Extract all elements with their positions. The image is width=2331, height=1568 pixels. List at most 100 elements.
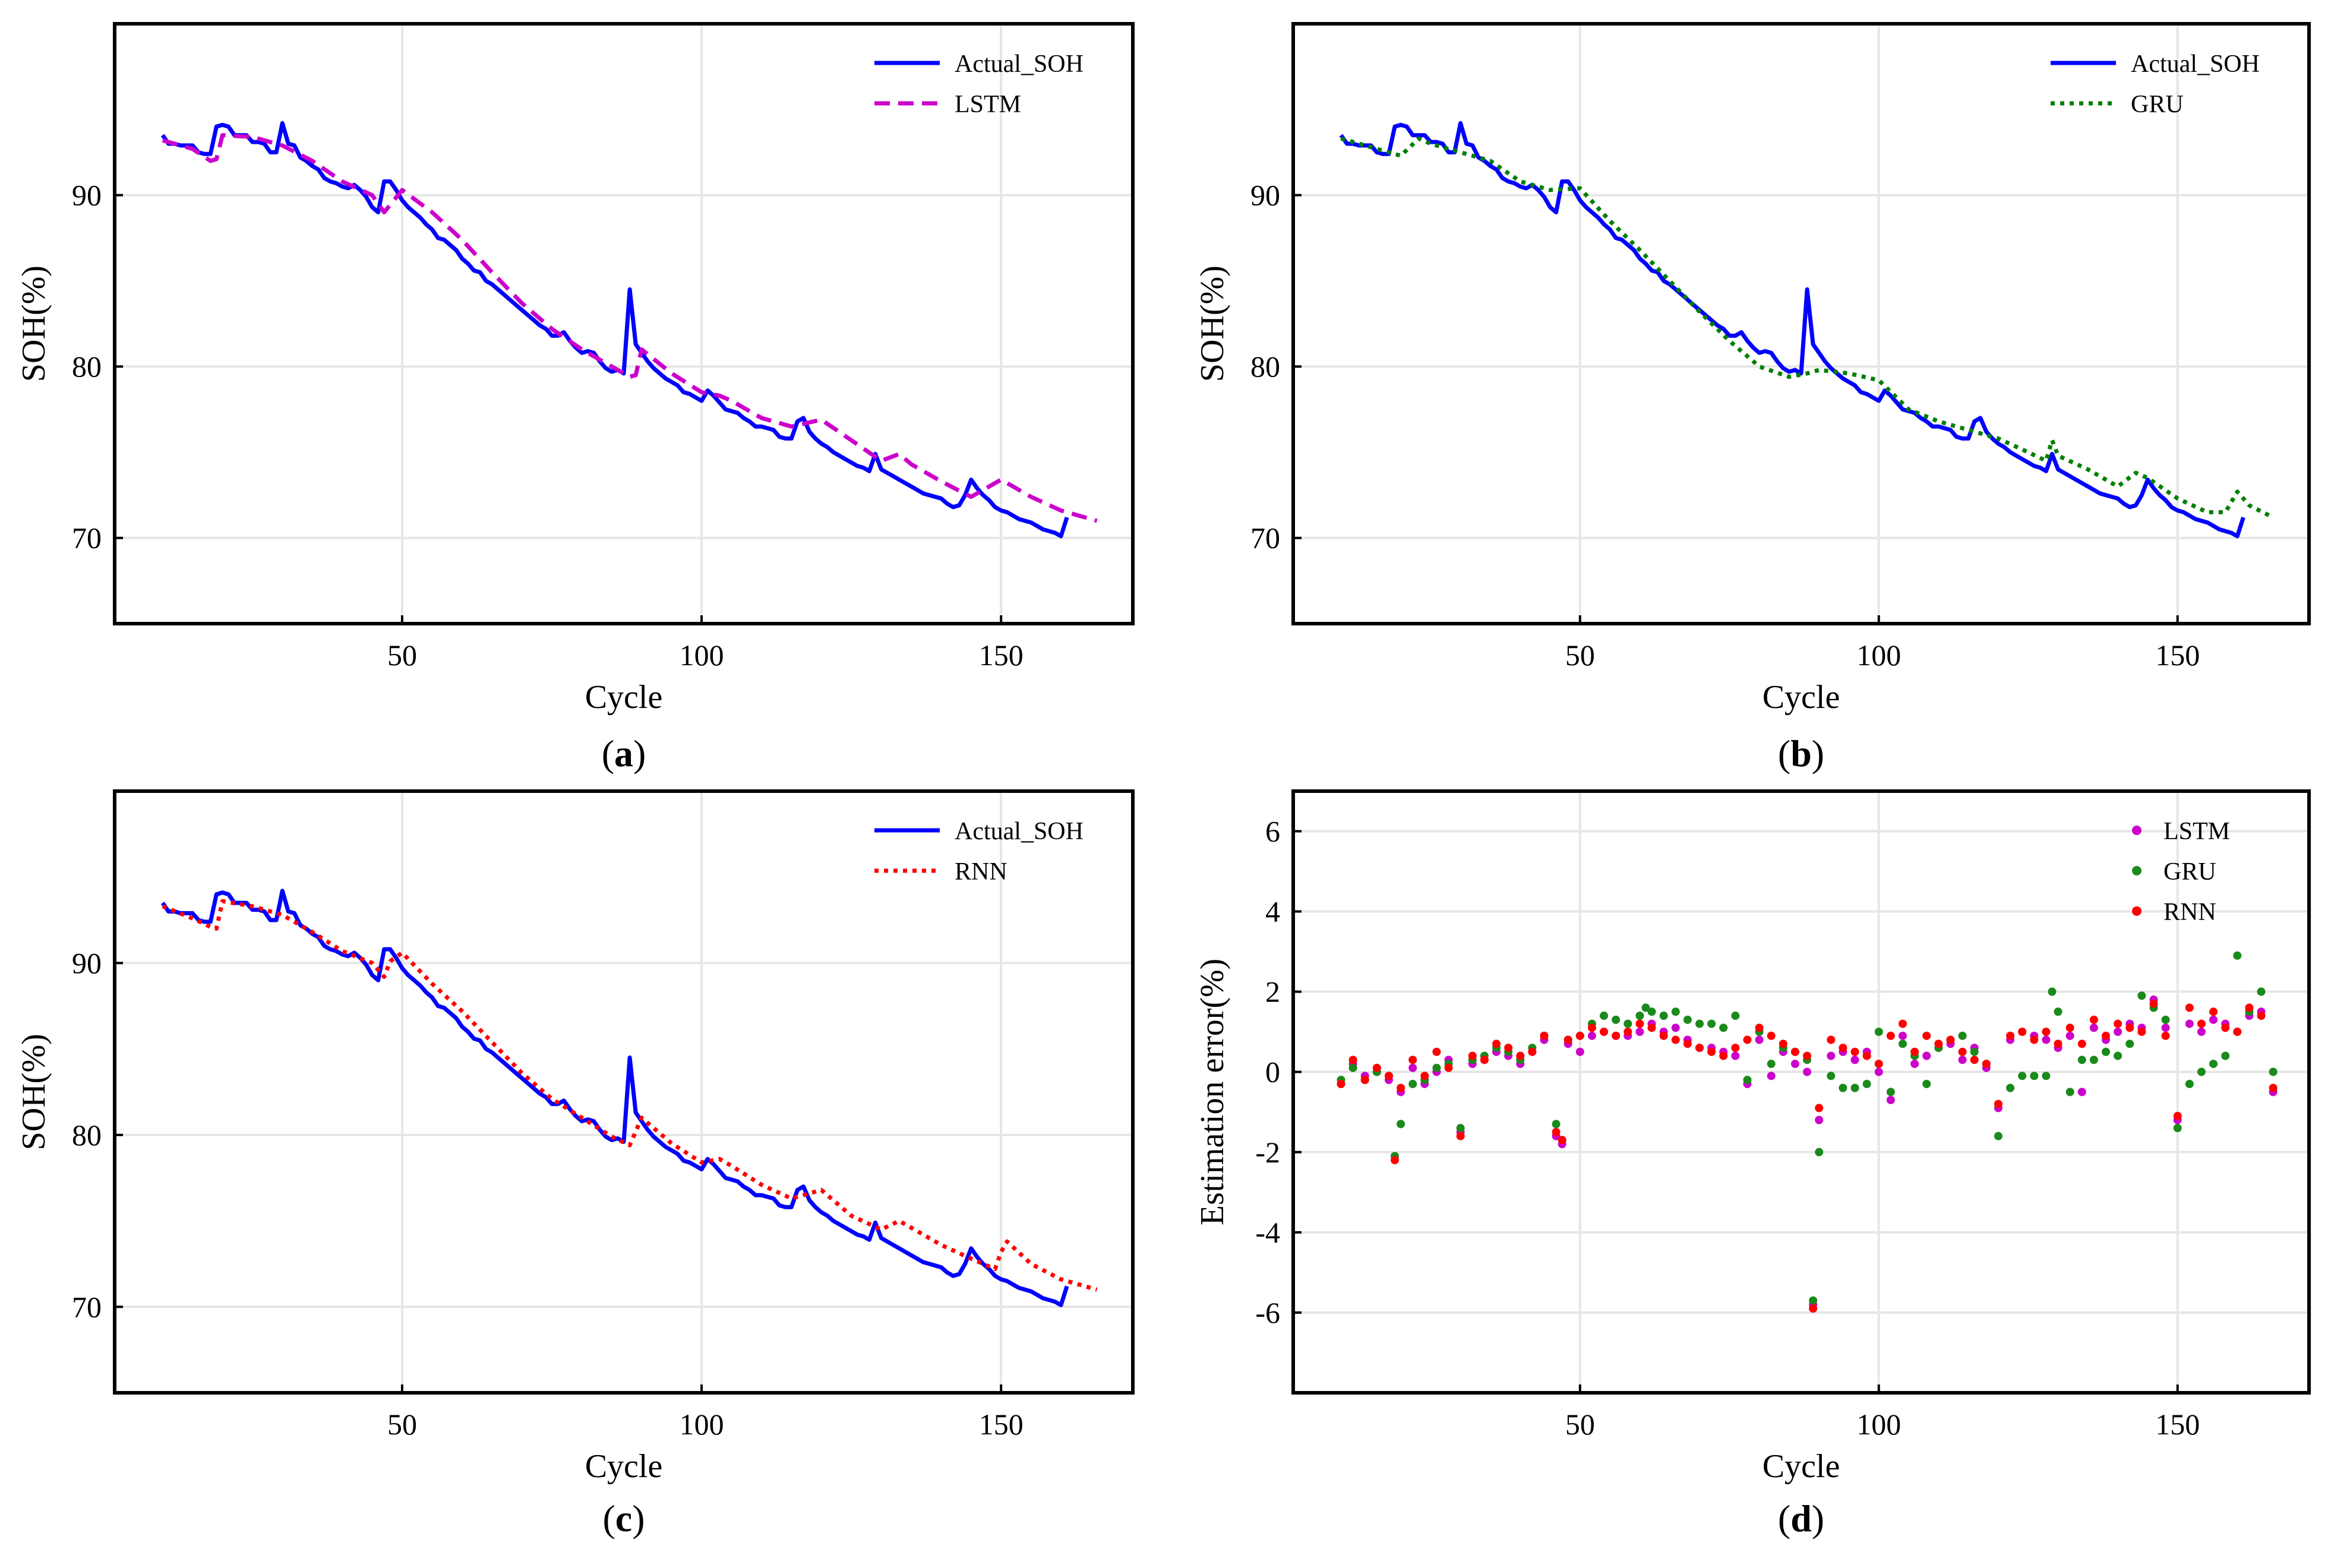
data-point-gru [1624,1019,1632,1028]
data-point-gru [2221,1051,2230,1060]
panel-label-close: ) [1812,732,1824,774]
y-tick-label: 80 [72,1118,102,1152]
y-tick-label: 4 [1265,895,1280,928]
data-point-rnn [1492,1039,1501,1048]
panel-d: 50 100 150 -6 -4 -2 0 2 4 6 Cycle Estimation error(… [1194,789,2311,1539]
x-tick-label: 150 [2155,638,2200,672]
panel-label: (c) [602,1497,645,1539]
plot-frame [113,22,1135,625]
data-point-gru [1970,1047,1979,1056]
data-point-rnn [1910,1047,1919,1056]
data-point-rnn [1624,1028,1632,1036]
data-point-rnn [1504,1044,1513,1052]
data-point-gru [2185,1079,2194,1088]
legend-label: LSTM [2163,818,2230,845]
data-point-gru [1671,1007,1680,1016]
grid [1293,24,2309,624]
data-point-lstm [1408,1063,1417,1072]
data-point-rnn [2137,1028,2146,1036]
data-point-rnn [2149,999,2158,1008]
data-point-lstm [2185,1019,2194,1028]
series-line-lstm [162,133,1098,523]
data-point-rnn [1707,1047,1716,1056]
data-point-gru [1397,1120,1405,1128]
data-point-gru [1719,1023,1728,1032]
data-point-rnn [1384,1071,1393,1080]
data-point-gru [2173,1124,2182,1133]
data-point-gru [1922,1079,1931,1088]
data-point-rnn [1516,1051,1525,1060]
plot-frame [1291,22,2311,625]
plot-area [1337,951,2278,1313]
y-tick-label: 90 [1250,179,1280,212]
data-point-gru [2018,1071,2027,1080]
legend-label: Actual_SOH [2131,50,2260,78]
data-point-rnn [2185,1003,2194,1012]
data-point-rnn [1719,1051,1728,1060]
data-point-rnn [2209,1007,2218,1016]
data-point-rnn [1779,1039,1787,1048]
data-point-gru [2257,987,2266,996]
data-point-rnn [1695,1044,1704,1052]
data-point-rnn [2006,1031,2015,1040]
legend-marker-lstm [2132,826,2142,835]
data-point-gru [2054,1007,2062,1016]
y-tick-label: -2 [1255,1136,1280,1169]
data-point-lstm [1922,1051,1931,1060]
data-point-gru [2233,951,2242,960]
data-point-gru [1408,1079,1417,1088]
data-point-gru [1839,1083,1847,1092]
panel-label-close: ) [632,1497,645,1539]
plot-area [1339,121,2275,539]
x-axis-title: Cycle [585,679,663,716]
data-point-rnn [1683,1039,1692,1048]
data-point-rnn [1391,1156,1399,1165]
data-point-lstm [1958,1055,1967,1064]
y-tick-label: -4 [1255,1216,1280,1249]
data-point-rnn [2233,1028,2242,1036]
data-point-gru [1641,1003,1650,1012]
data-point-gru [1695,1019,1704,1028]
data-point-lstm [1767,1071,1776,1080]
data-point-rnn [1862,1051,1871,1060]
data-point-rnn [1815,1104,1824,1112]
data-point-gru [2077,1055,2086,1064]
data-point-gru [1659,1011,1668,1020]
data-point-gru [1683,1015,1692,1024]
panel-label-open: ( [1778,1497,1790,1539]
data-point-gru [1809,1296,1818,1305]
data-point-lstm [1910,1060,1919,1068]
data-point-rnn [1839,1044,1847,1052]
data-point-lstm [2161,1023,2170,1032]
data-point-gru [2030,1071,2039,1080]
data-point-lstm [1671,1023,1680,1032]
data-point-lstm [2114,1028,2122,1036]
data-point-lstm [1790,1060,1799,1068]
grid [115,791,1133,1393]
data-point-rnn [1540,1031,1549,1040]
data-point-lstm [1731,1051,1740,1060]
plot-frame [113,789,1135,1395]
data-point-lstm [1803,1067,1812,1076]
data-point-gru [2042,1071,2051,1080]
y-tick-label: 80 [1250,350,1280,383]
data-point-rnn [1755,1023,1764,1032]
y-tick-label: 90 [72,946,102,979]
data-point-gru [1862,1079,1871,1088]
data-point-rnn [1587,1023,1596,1032]
panel-label-letter: b [1790,732,1812,774]
ticks: 50 100 150 70 80 90 [72,946,1024,1441]
ticks: 50 100 150 70 80 90 [1250,179,2200,672]
legend-label: RNN [955,858,1007,886]
data-point-lstm [1899,1031,1907,1040]
panel-label-open: ( [602,1497,615,1539]
data-point-rnn [2102,1031,2110,1040]
y-tick-label: 70 [72,1290,102,1323]
data-point-gru [1707,1019,1716,1028]
data-point-rnn [1468,1051,1477,1060]
panel-label-open: ( [602,732,614,774]
data-point-rnn [2245,1003,2254,1012]
panel-label-open: ( [1778,732,1790,774]
data-point-gru [1348,1063,1357,1072]
legend-label: GRU [2131,91,2184,118]
